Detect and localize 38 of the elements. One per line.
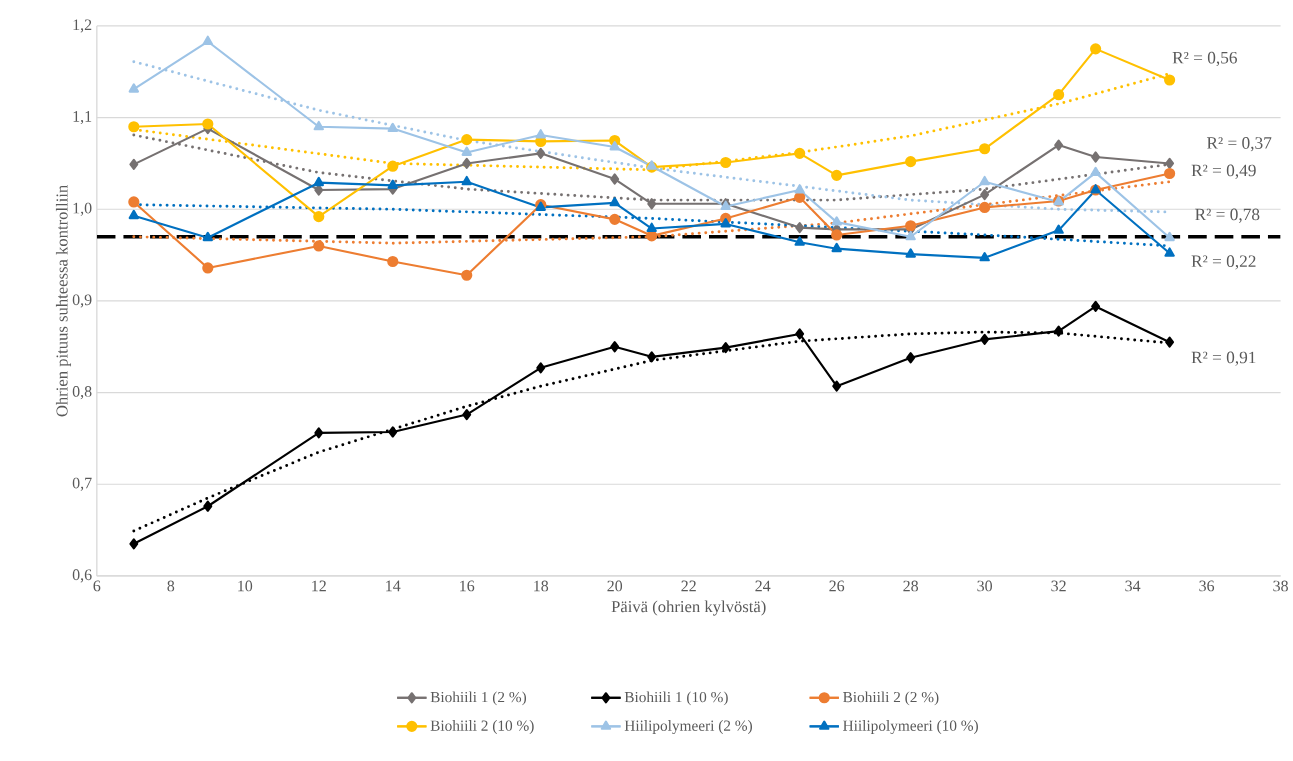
y-tick-label: 0,6	[72, 569, 92, 583]
y-tick-label: 0,7	[72, 477, 92, 491]
y-tick-label: 0,9	[72, 294, 92, 308]
x-tick-label: 14	[386, 580, 401, 592]
annotation: R² = 0,22	[1191, 255, 1256, 270]
x-tick-label: 24	[755, 580, 771, 592]
y-tick-label: 0,8	[72, 386, 92, 400]
legend-label: Biohiili 2 (2 %)	[843, 691, 939, 706]
legend-label: Hiilipolymeeri (2 %)	[624, 720, 752, 735]
x-tick-label: 20	[607, 580, 623, 592]
x-tick-label: 16	[460, 580, 475, 592]
x-tick-label: 12	[312, 580, 326, 592]
x-axis-title: Päivä (ohrien kylvöstä)	[611, 600, 766, 616]
annotation: R² = 0,49	[1191, 164, 1256, 179]
x-tick-label: 32	[1051, 580, 1066, 592]
x-tick-label: 28	[903, 580, 919, 592]
x-tick-label: 6	[93, 580, 101, 592]
x-tick-label: 8	[167, 580, 175, 592]
legend-label: Hiilipolymeeri (10 %)	[843, 720, 978, 735]
x-tick-label: 22	[681, 580, 696, 592]
x-tick-label: 30	[977, 580, 993, 592]
y-tick-label: 1,1	[73, 111, 92, 125]
y-axis-title: Ohrien pituus suhteessa kontrolliin	[55, 185, 72, 417]
annotation: R² = 0,78	[1195, 208, 1260, 223]
annotation: R² = 0,37	[1206, 137, 1272, 152]
annotation: R² = 0,91	[1191, 351, 1256, 366]
x-tick-label: 38	[1273, 580, 1288, 592]
annotation: R² = 0,56	[1172, 52, 1238, 67]
x-tick-label: 10	[238, 580, 253, 592]
y-tick-label: 1,0	[73, 202, 92, 217]
x-tick-label: 18	[534, 580, 549, 592]
legend-label: Biohiili 1 (2 %)	[430, 691, 527, 706]
legend-label: Biohiili 1 (10 %)	[624, 691, 728, 706]
x-tick-label: 36	[1199, 580, 1215, 592]
legend-label: Biohiili 2 (10 %)	[430, 720, 534, 735]
y-tick-label: 1,2	[73, 19, 92, 33]
x-tick-label: 34	[1125, 580, 1141, 592]
x-tick-label: 26	[829, 580, 845, 592]
